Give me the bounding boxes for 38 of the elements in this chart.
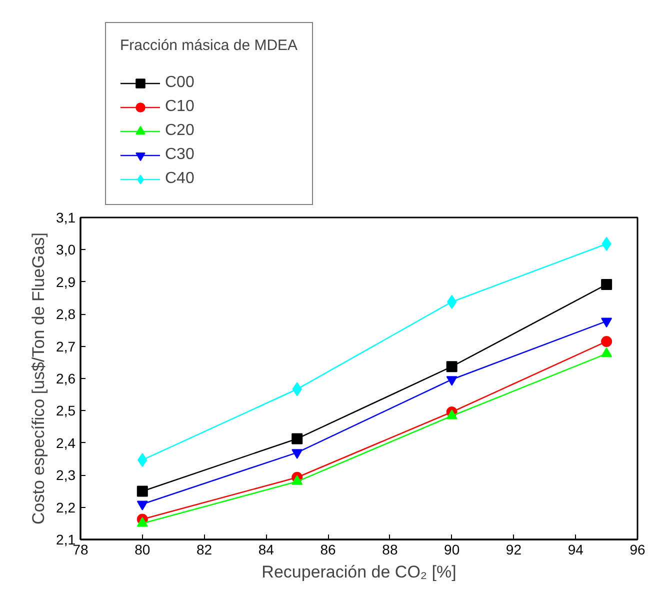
x-tick-label: 92 (506, 542, 522, 558)
x-tick-label: 88 (382, 542, 398, 558)
y-tick-label: 2,5 (56, 402, 76, 419)
legend-label: C40 (165, 169, 194, 189)
y-tick-label: 2,6 (56, 370, 76, 386)
point (136, 500, 148, 510)
point (136, 517, 148, 527)
point (601, 347, 612, 358)
point (292, 449, 303, 459)
x-tick-label: 82 (196, 542, 212, 558)
point (601, 278, 612, 290)
point (136, 486, 148, 497)
x-tick-label: 90 (444, 542, 460, 558)
point (446, 410, 458, 420)
y-tick-label: 2,3 (56, 467, 76, 484)
x-tick-label: 94 (568, 542, 584, 558)
y-tick-label: 3,0 (56, 242, 76, 258)
y-tick-label: 2,2 (56, 499, 76, 516)
x-tick-label: 80 (134, 542, 150, 558)
legend-title: Fracción másica de MDEA (120, 37, 298, 54)
y-tick-label: 2,7 (56, 338, 76, 354)
x-tick-label: 96 (630, 542, 646, 558)
x-axis-title: Recuperación de CO₂ [%] (262, 562, 456, 582)
y-tick-label: 3,1 (56, 210, 76, 226)
point (601, 336, 612, 347)
legend-label: C30 (165, 145, 194, 165)
y-axis-title: Costo específico [us$/Ton de FlueGas] (29, 232, 48, 524)
point (601, 318, 612, 328)
x-tick-label: 84 (258, 542, 274, 558)
legend-label: C00 (165, 73, 194, 93)
y-tick-label: 2,9 (56, 274, 76, 290)
point (292, 433, 303, 444)
point (446, 361, 458, 372)
x-tick-label: 86 (320, 542, 336, 558)
legend-label: C20 (165, 121, 194, 141)
y-tick-label: 2,4 (56, 434, 76, 451)
legend-label: C10 (165, 97, 194, 117)
y-tick-label: 2,8 (56, 306, 76, 322)
